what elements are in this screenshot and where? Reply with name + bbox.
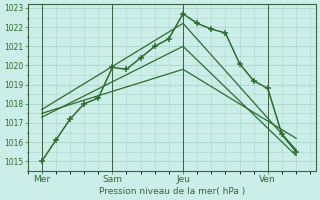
X-axis label: Pression niveau de la mer( hPa ): Pression niveau de la mer( hPa ): [99, 187, 245, 196]
